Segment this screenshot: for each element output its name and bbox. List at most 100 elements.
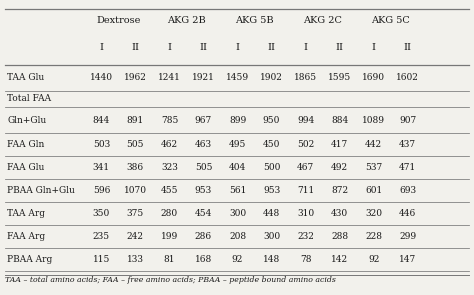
- Text: 785: 785: [161, 116, 178, 124]
- Text: 1089: 1089: [362, 116, 385, 124]
- Text: 199: 199: [161, 232, 178, 241]
- Text: 505: 505: [195, 163, 212, 172]
- Text: II: II: [131, 43, 139, 52]
- Text: 300: 300: [263, 232, 280, 241]
- Text: 561: 561: [229, 186, 246, 195]
- Text: 242: 242: [127, 232, 144, 241]
- Text: PBAA Arg: PBAA Arg: [7, 255, 52, 264]
- Text: 1459: 1459: [226, 73, 249, 82]
- Text: 502: 502: [297, 140, 314, 149]
- Text: I: I: [100, 43, 103, 52]
- Text: 375: 375: [127, 209, 144, 218]
- Text: 148: 148: [263, 255, 280, 264]
- Text: 1921: 1921: [192, 73, 215, 82]
- Text: 228: 228: [365, 232, 382, 241]
- Text: 168: 168: [195, 255, 212, 264]
- Text: 537: 537: [365, 163, 382, 172]
- Text: 953: 953: [195, 186, 212, 195]
- Text: 417: 417: [331, 140, 348, 149]
- Text: II: II: [267, 43, 275, 52]
- Text: 1865: 1865: [294, 73, 317, 82]
- Text: 386: 386: [127, 163, 144, 172]
- Text: TAA – total amino acids; FAA – free amino acids; PBAA – peptide bound amino acid: TAA – total amino acids; FAA – free amin…: [5, 276, 336, 284]
- Text: 323: 323: [161, 163, 178, 172]
- Text: 450: 450: [263, 140, 280, 149]
- Text: 300: 300: [229, 209, 246, 218]
- Text: II: II: [200, 43, 208, 52]
- Text: I: I: [236, 43, 239, 52]
- Text: FAA Gln: FAA Gln: [7, 140, 45, 149]
- Text: 884: 884: [331, 116, 348, 124]
- Text: 500: 500: [263, 163, 280, 172]
- Text: 235: 235: [93, 232, 110, 241]
- Text: 711: 711: [297, 186, 314, 195]
- Text: 404: 404: [229, 163, 246, 172]
- Text: 147: 147: [399, 255, 416, 264]
- Text: 891: 891: [127, 116, 144, 124]
- Text: 1902: 1902: [260, 73, 283, 82]
- Text: 446: 446: [399, 209, 416, 218]
- Text: 492: 492: [331, 163, 348, 172]
- Text: 907: 907: [399, 116, 416, 124]
- Text: 299: 299: [399, 232, 416, 241]
- Text: 448: 448: [263, 209, 280, 218]
- Text: 1070: 1070: [124, 186, 147, 195]
- Text: 142: 142: [331, 255, 348, 264]
- Text: 462: 462: [161, 140, 178, 149]
- Text: 208: 208: [229, 232, 246, 241]
- Text: 1962: 1962: [124, 73, 147, 82]
- Text: 844: 844: [93, 116, 110, 124]
- Text: Gln+Glu: Gln+Glu: [7, 116, 46, 124]
- Text: 950: 950: [263, 116, 280, 124]
- Text: 437: 437: [399, 140, 416, 149]
- Text: 286: 286: [195, 232, 212, 241]
- Text: 280: 280: [161, 209, 178, 218]
- Text: 442: 442: [365, 140, 382, 149]
- Text: 350: 350: [93, 209, 110, 218]
- Text: 454: 454: [195, 209, 212, 218]
- Text: FAA Arg: FAA Arg: [7, 232, 45, 241]
- Text: 341: 341: [93, 163, 110, 172]
- Text: FAA Glu: FAA Glu: [7, 163, 45, 172]
- Text: 872: 872: [331, 186, 348, 195]
- Text: 81: 81: [164, 255, 175, 264]
- Text: 693: 693: [399, 186, 416, 195]
- Text: I: I: [372, 43, 376, 52]
- Text: AKG 2B: AKG 2B: [167, 16, 206, 25]
- Text: 92: 92: [368, 255, 379, 264]
- Text: II: II: [336, 43, 344, 52]
- Text: 232: 232: [297, 232, 314, 241]
- Text: Total FAA: Total FAA: [7, 94, 51, 104]
- Text: 467: 467: [297, 163, 314, 172]
- Text: 288: 288: [331, 232, 348, 241]
- Text: 133: 133: [127, 255, 144, 264]
- Text: 1440: 1440: [90, 73, 113, 82]
- Text: 1690: 1690: [362, 73, 385, 82]
- Text: 596: 596: [93, 186, 110, 195]
- Text: 115: 115: [93, 255, 110, 264]
- Text: I: I: [167, 43, 172, 52]
- Text: 503: 503: [93, 140, 110, 149]
- Text: II: II: [404, 43, 412, 52]
- Text: 967: 967: [195, 116, 212, 124]
- Text: Dextrose: Dextrose: [96, 16, 141, 25]
- Text: AKG 5C: AKG 5C: [371, 16, 410, 25]
- Text: 471: 471: [399, 163, 416, 172]
- Text: 92: 92: [232, 255, 243, 264]
- Text: 994: 994: [297, 116, 314, 124]
- Text: I: I: [303, 43, 308, 52]
- Text: 1602: 1602: [396, 73, 419, 82]
- Text: AKG 2C: AKG 2C: [303, 16, 342, 25]
- Text: PBAA Gln+Glu: PBAA Gln+Glu: [7, 186, 75, 195]
- Text: AKG 5B: AKG 5B: [235, 16, 274, 25]
- Text: 463: 463: [195, 140, 212, 149]
- Text: 310: 310: [297, 209, 314, 218]
- Text: TAA Arg: TAA Arg: [7, 209, 45, 218]
- Text: 899: 899: [229, 116, 246, 124]
- Text: 78: 78: [300, 255, 311, 264]
- Text: 495: 495: [229, 140, 246, 149]
- Text: 1241: 1241: [158, 73, 181, 82]
- Text: 320: 320: [365, 209, 382, 218]
- Text: 601: 601: [365, 186, 382, 195]
- Text: TAA Glu: TAA Glu: [7, 73, 45, 82]
